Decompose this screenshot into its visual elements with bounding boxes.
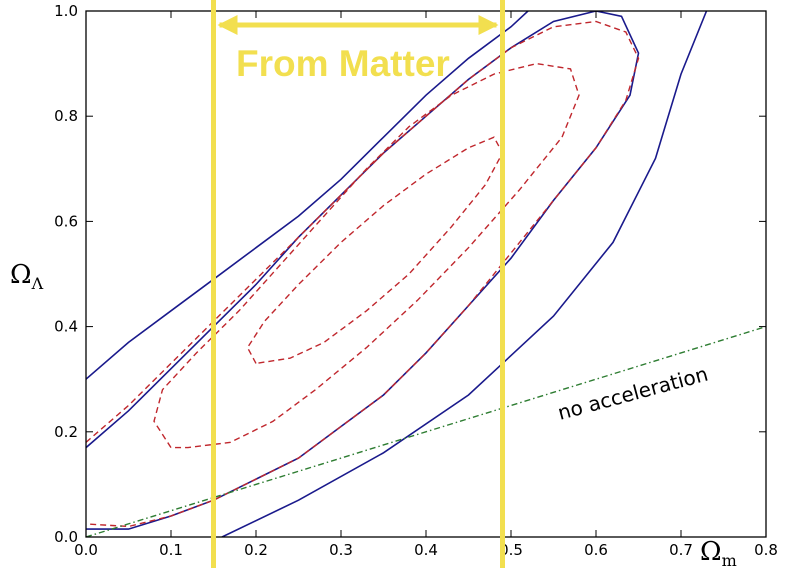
solid-contour-2 <box>221 11 708 537</box>
dashed-contour-3 <box>86 20 640 528</box>
x-axis-label: Ωm <box>700 537 737 568</box>
plot-frame <box>85 10 767 538</box>
x-tick-label: 0.5 <box>499 541 523 559</box>
band-label-from-matter: From Matter <box>236 43 450 84</box>
y-tick-label: 0.0 <box>54 528 78 546</box>
no-acceleration-line <box>86 325 766 537</box>
x-tick-label: 0.6 <box>584 541 608 559</box>
series-layer <box>86 11 766 537</box>
dashed-contour-4 <box>153 62 580 449</box>
x-tick-label: 0.8 <box>754 541 778 559</box>
band-layer <box>211 0 505 568</box>
y-tick-label: 0.4 <box>54 318 78 336</box>
y-tick-label: 1.0 <box>54 2 78 20</box>
x-tick-label: 0.3 <box>329 541 353 559</box>
no-acceleration-label: no acceleration <box>555 362 710 425</box>
solid-contour-1 <box>86 11 640 530</box>
dashed-contour-5 <box>246 136 504 365</box>
solid-contour-0 <box>86 11 529 380</box>
x-tick-label: 0.1 <box>159 541 183 559</box>
x-tick-label: 0.4 <box>414 541 438 559</box>
y-tick-label: 0.6 <box>54 212 78 230</box>
x-tick-label: 0.2 <box>244 541 268 559</box>
tick-layer: 0.0 0.1 0.2 0.3 0.4 0.5 0.6 0.7 0.8 0.0 0.2 0.4 0.6 0… <box>54 2 778 559</box>
x-tick-label: 0.0 <box>74 541 98 559</box>
y-tick-label: 0.8 <box>54 107 78 125</box>
y-axis-label: ΩΛ <box>10 260 44 293</box>
x-tick-label: 0.7 <box>669 541 693 559</box>
y-tick-label: 0.2 <box>54 423 78 441</box>
